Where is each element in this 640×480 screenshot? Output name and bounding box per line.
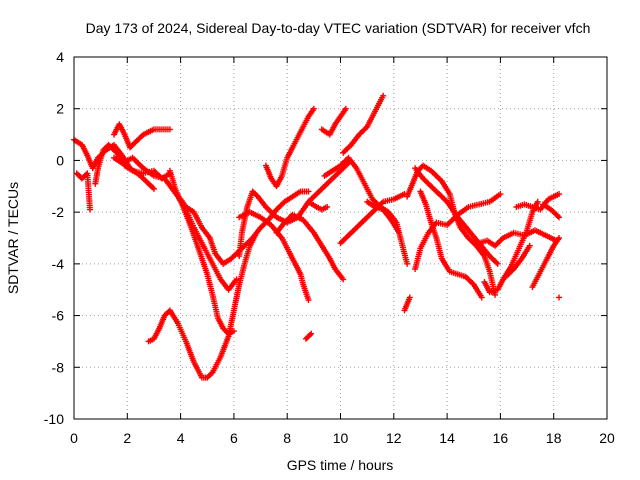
data-mark-trace-12: [273, 211, 347, 283]
series-trace-31: [556, 294, 563, 301]
series-trace-25: [481, 198, 541, 296]
series-trace-1: [71, 136, 157, 192]
data-mark-trace-23: [412, 165, 501, 267]
y-tick-label: -8: [52, 359, 65, 375]
series-trace-27: [502, 242, 533, 280]
data-mark-trace-13: [302, 330, 315, 342]
x-tick-label: 16: [493, 430, 509, 446]
series-trace-12: [273, 211, 347, 283]
series-trace-8: [145, 232, 259, 381]
series-trace-22: [404, 162, 499, 298]
data-mark-trace-20: [401, 294, 413, 314]
y-tick-label: 0: [56, 152, 64, 168]
y-tick-label: 2: [56, 101, 64, 117]
data-mark-trace-31: [556, 294, 563, 301]
data-mark-trace-21: [412, 191, 504, 272]
y-tick-label: -10: [44, 411, 64, 427]
x-tick-label: 6: [230, 430, 238, 446]
data-marks: [71, 92, 563, 381]
data-mark-trace-28: [513, 191, 563, 213]
y-tick-label: -4: [52, 256, 65, 272]
data-mark-trace-10: [236, 209, 312, 304]
series-trace-10: [236, 209, 312, 304]
x-axis-label: GPS time / hours: [287, 457, 394, 473]
series-trace-17: [340, 92, 387, 156]
series-trace-24: [417, 188, 485, 301]
grid-lines: [74, 57, 607, 419]
data-mark-trace-25: [481, 198, 541, 296]
series-trace-4: [111, 121, 173, 151]
series-trace-2: [73, 170, 93, 213]
series-trace-15: [318, 105, 349, 138]
data-mark-trace-7: [177, 188, 312, 267]
series-trace-13: [302, 330, 315, 342]
series-trace-28: [513, 191, 563, 213]
data-mark-trace-1: [71, 136, 157, 192]
y-tick-label: -6: [52, 308, 65, 324]
y-tick-label: 4: [56, 49, 64, 65]
data-mark-trace-19: [364, 198, 403, 236]
data-mark-trace-17: [340, 92, 387, 156]
series-trace-14: [305, 198, 331, 213]
series-trace-5: [111, 154, 240, 293]
data-mark-trace-8: [145, 232, 259, 381]
data-mark-trace-11: [262, 105, 317, 190]
x-tick-label: 10: [333, 430, 349, 446]
data-mark-trace-2: [73, 170, 93, 213]
x-tick-label: 8: [283, 430, 291, 446]
data-mark-trace-29: [529, 235, 563, 291]
series-trace-19: [364, 198, 403, 236]
data-mark-trace-18: [337, 191, 408, 247]
chart-title: Day 173 of 2024, Sidereal Day-to-day VTE…: [86, 20, 591, 36]
x-tick-label: 14: [439, 430, 455, 446]
data-mark-trace-16: [321, 154, 411, 267]
series-trace-30: [540, 201, 563, 221]
series-trace-20: [401, 294, 413, 314]
data-mark-trace-24: [417, 188, 485, 301]
series-trace-16: [321, 154, 411, 267]
data-mark-trace-6: [166, 167, 237, 337]
data-mark-trace-4: [111, 121, 173, 151]
y-axis-label: SDTVAR / TECUs: [5, 182, 21, 294]
x-tick-label: 2: [123, 430, 131, 446]
x-tick-label: 12: [386, 430, 402, 446]
series-trace-11: [262, 105, 317, 190]
series-trace-23: [412, 165, 501, 267]
series-trace-6: [166, 167, 237, 337]
x-tick-label: 20: [599, 430, 615, 446]
x-tick-label: 4: [177, 430, 185, 446]
data-mark-trace-15: [318, 105, 349, 138]
data-mark-trace-27: [502, 242, 533, 280]
data-mark-trace-30: [540, 201, 563, 221]
series-trace-18: [337, 191, 408, 247]
data-mark-trace-5: [111, 154, 240, 293]
data-mark-trace-26: [476, 227, 560, 249]
x-tick-label: 0: [70, 430, 78, 446]
y-tick-label: -2: [52, 204, 65, 220]
x-tick-label: 18: [546, 430, 562, 446]
series-trace-29: [529, 235, 563, 291]
data-mark-trace-14: [305, 198, 331, 213]
data-mark-trace-22: [404, 162, 499, 298]
series-trace-7: [177, 188, 312, 267]
series-trace-26: [476, 227, 560, 249]
series-trace-21: [412, 191, 504, 272]
